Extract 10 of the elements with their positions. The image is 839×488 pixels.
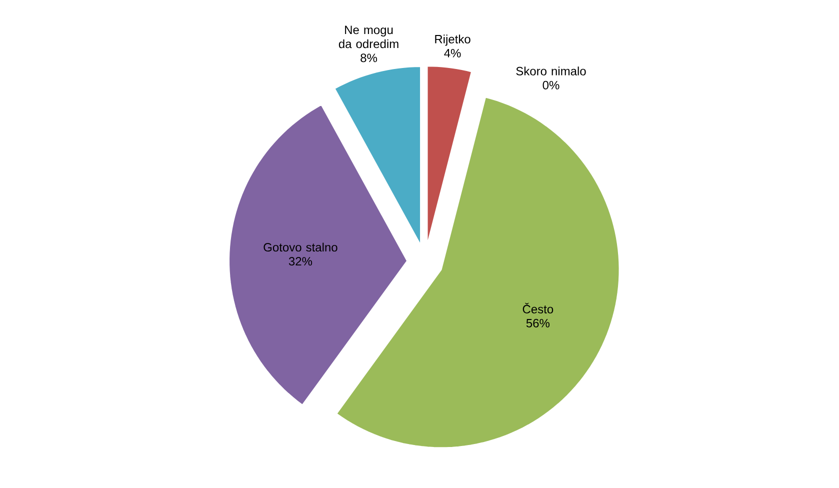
- data-label: 32%: [288, 257, 312, 266]
- data-label: 4%: [444, 48, 461, 58]
- text: 0%: [542, 80, 560, 90]
- data-label: 56%: [526, 318, 550, 328]
- slice-label: Često: [522, 302, 554, 314]
- data-label: 8%: [360, 54, 378, 62]
- category-label: Skoro nimalo: [516, 66, 586, 76]
- slice-label: Gotovo stalno: [264, 242, 338, 252]
- slice-label: Ne mogu da odredim: [338, 26, 398, 48]
- slice-label: Rijetko: [435, 34, 470, 46]
